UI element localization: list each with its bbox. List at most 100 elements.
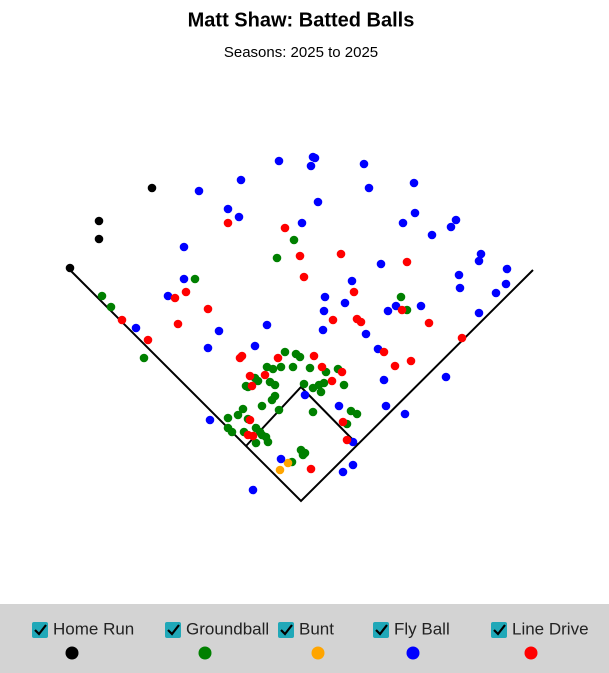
point (179, 274, 189, 284)
point (170, 293, 180, 303)
point (379, 347, 389, 357)
checkmark[interactable] (167, 624, 180, 636)
point (300, 390, 310, 400)
point (65, 263, 75, 273)
legend-marker (65, 646, 79, 660)
checkmark[interactable] (34, 624, 47, 636)
point (474, 256, 484, 266)
point (203, 304, 213, 314)
point (143, 335, 153, 345)
chart-subtitle: Seasons: 2025 to 2025 (224, 44, 378, 61)
point (352, 409, 362, 419)
legend-item[interactable]: Bunt (278, 619, 334, 660)
checkmark[interactable] (375, 624, 388, 636)
point (247, 381, 257, 391)
point (451, 215, 461, 225)
legend-checkbox[interactable] (373, 622, 389, 638)
point (251, 438, 261, 448)
point (320, 292, 330, 302)
point (402, 257, 412, 267)
point (248, 485, 258, 495)
point (396, 292, 406, 302)
point (308, 383, 318, 393)
point (455, 283, 465, 293)
point (316, 387, 326, 397)
legend-item[interactable]: Fly Ball (373, 619, 450, 660)
point (310, 153, 320, 163)
legend-item[interactable]: Line Drive (491, 619, 589, 660)
point (476, 249, 486, 259)
point (94, 234, 104, 244)
point (139, 353, 149, 363)
checkmark[interactable] (493, 624, 506, 636)
legend-label[interactable]: Home Run (53, 619, 134, 638)
checkmark[interactable] (280, 624, 293, 636)
point (299, 272, 309, 282)
point (280, 347, 290, 357)
point (203, 343, 213, 353)
point (338, 417, 348, 427)
point (263, 437, 273, 447)
point (280, 223, 290, 233)
legend-item[interactable]: Home Run (32, 619, 134, 660)
point (390, 361, 400, 371)
point (283, 458, 293, 468)
legend-marker (198, 646, 212, 660)
legend-item[interactable]: Groundball (165, 619, 269, 660)
point (383, 306, 393, 316)
point (236, 175, 246, 185)
point (338, 467, 348, 477)
point (273, 353, 283, 363)
point (319, 306, 329, 316)
point (117, 315, 127, 325)
point (313, 197, 323, 207)
point (163, 291, 173, 301)
point (416, 301, 426, 311)
point (131, 323, 141, 333)
point (306, 464, 316, 474)
legend-marker (311, 646, 325, 660)
point (245, 371, 255, 381)
point (274, 156, 284, 166)
point (348, 460, 358, 470)
point (173, 319, 183, 329)
point (106, 302, 116, 312)
point (340, 298, 350, 308)
point (457, 333, 467, 343)
point (234, 212, 244, 222)
point (147, 183, 157, 193)
point (361, 329, 371, 339)
point (308, 407, 318, 417)
point (356, 317, 366, 327)
point (501, 279, 511, 289)
legend-label[interactable]: Bunt (299, 619, 334, 638)
legend-checkbox[interactable] (278, 622, 294, 638)
point (297, 218, 307, 228)
point (441, 372, 451, 382)
legend-bg (0, 604, 609, 673)
legend-checkbox[interactable] (32, 622, 48, 638)
point (289, 235, 299, 245)
point (342, 435, 352, 445)
point (337, 367, 347, 377)
legend-checkbox[interactable] (491, 622, 507, 638)
point (454, 270, 464, 280)
legend-label[interactable]: Groundball (186, 619, 269, 638)
legend-checkbox[interactable] (165, 622, 181, 638)
foul-lines (67, 267, 534, 503)
point (250, 341, 260, 351)
point (181, 287, 191, 297)
legend-label[interactable]: Fly Ball (394, 619, 450, 638)
point (306, 161, 316, 171)
legend-label[interactable]: Line Drive (512, 619, 589, 638)
point (288, 362, 298, 372)
point (94, 216, 104, 226)
point (319, 378, 329, 388)
legend-marker (406, 646, 420, 660)
point (257, 401, 267, 411)
point (339, 380, 349, 390)
point (233, 410, 243, 420)
point (235, 353, 245, 363)
point (502, 264, 512, 274)
